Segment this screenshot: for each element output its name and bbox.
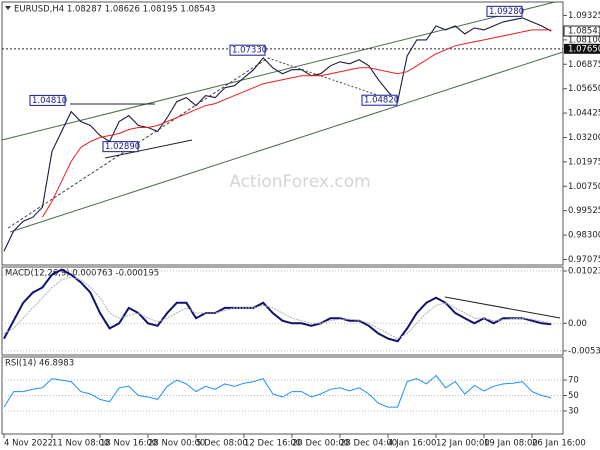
y-tick-label: -0.005389 bbox=[568, 346, 600, 356]
y-tick-label: 30 bbox=[568, 406, 579, 416]
x-tick-label: 26 Jan 16:00 bbox=[532, 439, 586, 449]
x-tick-label: 19 Jan 08:00 bbox=[484, 439, 538, 449]
y-tick-label: 0.010232 bbox=[568, 266, 600, 276]
annotation-label: 1.04810 bbox=[32, 96, 67, 106]
macd-trendline bbox=[444, 296, 561, 319]
series-line bbox=[3, 268, 552, 343]
trend-dotted bbox=[267, 57, 399, 103]
y-tick-label: 0.00 bbox=[568, 319, 587, 329]
x-tick-label: 28 Dec 04:00 bbox=[340, 439, 397, 449]
annotation-box bbox=[486, 5, 523, 17]
y-tick-label: 1.08100 bbox=[568, 35, 600, 45]
annotation-label: 1.04820 bbox=[364, 96, 399, 106]
annotation-label: 1.09280 bbox=[489, 7, 524, 17]
price-panel bbox=[1, 1, 564, 266]
annotation-box bbox=[102, 141, 139, 153]
y-tick-label: 0.97075 bbox=[568, 255, 600, 265]
annotation-box bbox=[29, 94, 66, 106]
y-tick-label: 1.03200 bbox=[568, 133, 600, 143]
y-tick-label: 0.98300 bbox=[568, 231, 600, 241]
panel-title: MACD(12,26,9) 0.000763 -0.000195 bbox=[5, 269, 159, 279]
triangle-bottom bbox=[104, 139, 193, 159]
y-tick-label: 70 bbox=[568, 376, 579, 386]
y-tick-label: 1.06875 bbox=[568, 60, 600, 70]
panel-title: RSI(14) 46.8983 bbox=[5, 359, 74, 369]
y-tick-label: 1.05650 bbox=[568, 84, 600, 94]
y-tick-label: 50 bbox=[568, 391, 579, 401]
level-box bbox=[564, 43, 600, 54]
x-tick-label: 5 Dec 08:00 bbox=[196, 439, 248, 449]
x-tick-label: 4 Nov 2022 bbox=[4, 439, 53, 449]
series-line bbox=[3, 374, 552, 408]
x-tick-label: 12 Dec 16:00 bbox=[244, 439, 301, 449]
last-price-box bbox=[563, 25, 600, 37]
annotation-label: 1.02890 bbox=[105, 142, 140, 152]
y-tick-label: 1.04425 bbox=[568, 109, 600, 119]
x-tick-label: 4 Jan 16:00 bbox=[388, 439, 436, 449]
watermark: ActionForex.com bbox=[229, 172, 370, 192]
x-tick-label: 18 Nov 16:00 bbox=[100, 439, 157, 449]
x-tick-label: 11 Nov 08:00 bbox=[52, 439, 109, 449]
series-line bbox=[3, 276, 552, 340]
annotation-box bbox=[361, 94, 398, 106]
y-tick-label: 1.09325 bbox=[568, 11, 600, 21]
x-tick-label: 28 Nov 00:00 bbox=[148, 439, 205, 449]
series-line bbox=[3, 17, 552, 252]
annotation-label: 1.07330 bbox=[232, 46, 267, 56]
series-line bbox=[41, 29, 552, 218]
last-price-label: 1.08543 bbox=[568, 27, 600, 37]
menu-arrow bbox=[5, 6, 11, 10]
level-label: 1.07650 bbox=[568, 44, 600, 54]
panel-title: EURUSD,H4 1.08287 1.08626 1.08195 1.0854… bbox=[14, 5, 216, 15]
x-tick-label: 20 Dec 00:00 bbox=[292, 439, 349, 449]
macd-panel bbox=[1, 266, 564, 356]
y-tick-label: 1.00750 bbox=[568, 182, 600, 192]
y-tick-label: 1.01975 bbox=[568, 157, 600, 167]
annotation-box bbox=[229, 44, 266, 56]
y-tick-label: 0.99525 bbox=[568, 206, 600, 216]
channel-lower bbox=[9, 51, 564, 233]
x-tick-label: 12 Jan 00:00 bbox=[436, 439, 490, 449]
